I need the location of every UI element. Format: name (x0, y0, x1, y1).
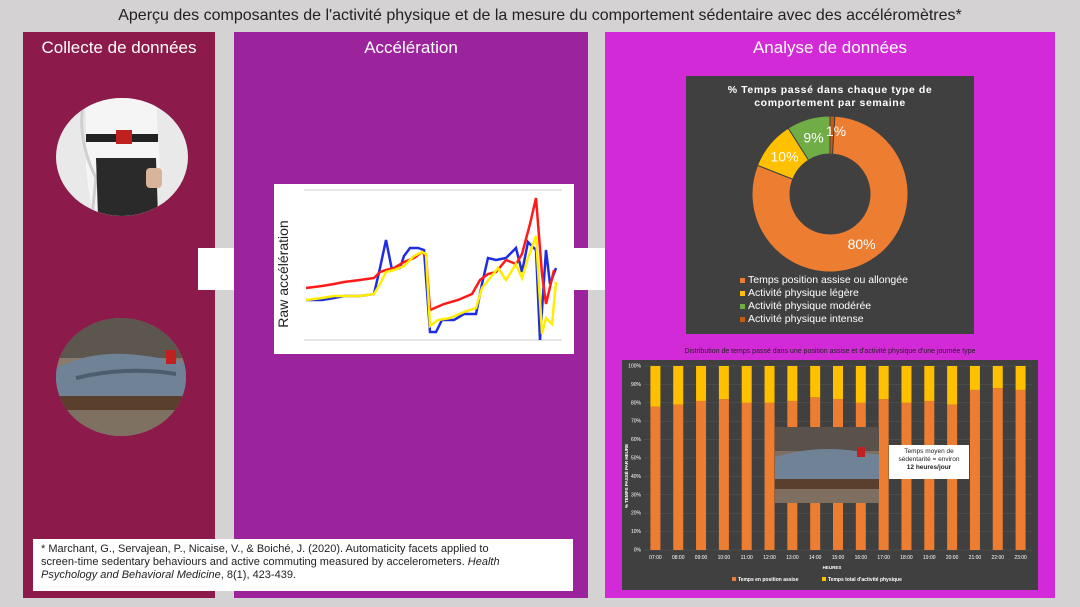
bar-activity-13 (947, 366, 958, 405)
bar-y-label: % TEMPS PASSÉ PAR HEURE (622, 444, 629, 508)
accelerometer-belt-photo (56, 98, 188, 216)
acceleration-plot: Raw accélération (274, 184, 574, 354)
page-title: Aperçu des composantes de l'activité phy… (118, 7, 962, 24)
y-tick-4: 40% (631, 474, 642, 480)
citation-volume: , 8(1), 423-439. (220, 569, 296, 581)
bar-activity-15 (992, 366, 1003, 389)
citation-line2: screen-time sedentary behaviours and act… (41, 556, 468, 568)
bar-activity-1 (673, 366, 684, 405)
bar-activity-0 (650, 366, 661, 407)
sitting-person-photo (56, 318, 186, 436)
bar-sitting-3 (718, 399, 729, 550)
x-tick-6: 13:00 (786, 555, 799, 561)
bar-activity-8 (833, 366, 843, 400)
x-tick-12: 19:00 (923, 555, 936, 561)
citation-box: * Marchant, G., Servajean, P., Nicaise, … (33, 539, 573, 591)
sedentary-annotation: Temps moyen de sédentarité = environ 12 … (889, 445, 969, 479)
bar-activity-3 (718, 366, 729, 400)
legend-label-3: Activité physique intense (748, 313, 864, 325)
donut-slice-2 (787, 115, 831, 161)
legend-swatch-3 (740, 317, 745, 322)
y-tick-10: 100% (628, 364, 641, 370)
bar-activity-16 (1015, 366, 1026, 390)
annotation-line2: sédentarité = environ (898, 456, 960, 463)
legend-swatch-1 (740, 291, 745, 296)
x-tick-1: 08:00 (672, 555, 685, 561)
citation-journal-a: Health (467, 556, 500, 568)
donut-label-3: 1% (826, 123, 846, 139)
donut-label-0: 80% (848, 236, 876, 252)
panel-title-collect: Collecte de données (41, 38, 197, 57)
x-tick-14: 21:00 (969, 555, 982, 561)
y-tick-8: 80% (631, 400, 642, 406)
bar-activity-14 (969, 366, 980, 390)
bar-activity-10 (878, 366, 889, 400)
donut-title-line2: comportement par semaine (754, 97, 906, 109)
legend-label-1: Activité physique légère (748, 287, 859, 299)
bar-sitting-10 (878, 399, 889, 550)
bar-sitting-0 (650, 406, 661, 550)
donut-slice-0 (751, 115, 909, 273)
x-tick-7: 14:00 (809, 555, 822, 561)
panel-title-analysis: Analyse de données (752, 38, 908, 57)
bar-sitting-14 (969, 389, 980, 550)
bar-legend-swatch-0 (732, 577, 736, 581)
bar-activity-9 (855, 366, 866, 403)
x-tick-0: 07:00 (649, 555, 662, 561)
acceleration-y-label: Raw accélération (275, 220, 291, 328)
bar-sitting-4 (741, 402, 752, 550)
x-tick-5: 12:00 (763, 555, 776, 561)
x-tick-4: 11:00 (741, 555, 753, 561)
x-tick-9: 16:00 (855, 555, 868, 561)
legend-swatch-2 (740, 304, 745, 309)
x-tick-13: 20:00 (946, 555, 959, 561)
panel-title-accel: Accélération (364, 38, 458, 57)
x-tick-15: 22:00 (992, 555, 1005, 561)
y-tick-1: 10% (631, 529, 642, 535)
bar-chart-title: Distribution de temps passé dans une pos… (684, 348, 976, 355)
x-tick-16: 23:00 (1014, 555, 1027, 561)
y-tick-7: 70% (631, 419, 642, 425)
bar-activity-12 (924, 366, 935, 401)
bar-legend-swatch-1 (822, 577, 826, 581)
bar-legend-label-1: Temps total d'activité physique (828, 577, 902, 583)
bar-sitting-16 (1015, 389, 1026, 550)
bar-sitting-15 (992, 388, 1003, 550)
stacked-bar-chart: 0% 10% 20% 30% 40% 50% 60% 70% 80% 90% 100% 07:00 0… (622, 360, 1038, 590)
bar-activity-2 (696, 366, 707, 401)
bar-activity-7 (810, 366, 821, 398)
donut-label-2: 9% (803, 129, 823, 145)
y-tick-2: 20% (631, 511, 642, 517)
bar-sitting-2 (696, 400, 707, 550)
legend-label-0: Temps position assise ou allongée (748, 274, 908, 286)
donut-label-1: 10% (771, 148, 799, 164)
bar-legend-label-0: Temps en position assise (738, 577, 799, 583)
bar-sitting-5 (764, 402, 775, 550)
y-tick-6: 60% (631, 437, 642, 443)
x-tick-2: 09:00 (695, 555, 708, 561)
legend-label-2: Activité physique modérée (748, 300, 871, 312)
citation-journal-b: Psychology and Behavioral Medicine (41, 569, 221, 581)
legend-swatch-0 (740, 278, 745, 283)
annotation-line1: Temps moyen de (904, 448, 954, 455)
donut-title-line1: % Temps passé dans chaque type de (728, 84, 933, 96)
sitting-person-inset-photo (775, 427, 879, 503)
bar-activity-11 (901, 366, 912, 403)
bar-sitting-1 (673, 404, 684, 550)
donut-chart: % Temps passé dans chaque type de compor… (686, 76, 974, 334)
bar-activity-4 (741, 366, 752, 403)
x-tick-8: 15:00 (832, 555, 845, 561)
annotation-line3: 12 heures/jour (906, 464, 952, 471)
y-tick-5: 50% (631, 456, 642, 462)
bar-activity-6 (787, 366, 798, 401)
y-tick-0: 0% (634, 548, 642, 554)
x-tick-3: 10:00 (718, 555, 731, 561)
bar-activity-5 (764, 366, 775, 403)
y-tick-3: 30% (631, 492, 642, 498)
x-tick-10: 17:00 (877, 555, 890, 561)
citation-line1: * Marchant, G., Servajean, P., Nicaise, … (41, 543, 489, 555)
x-tick-11: 18:00 (900, 555, 913, 561)
y-tick-9: 90% (631, 382, 642, 388)
bar-x-label: HEURES (823, 565, 842, 570)
